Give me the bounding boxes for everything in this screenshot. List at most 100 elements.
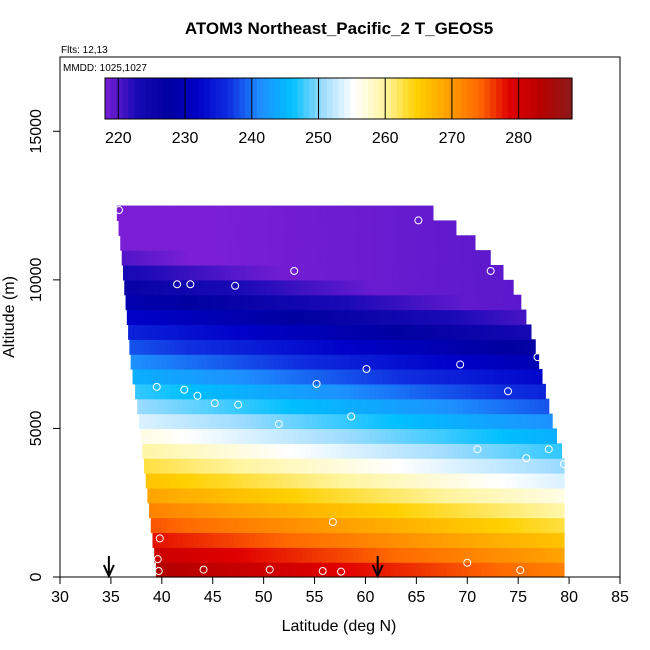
heatmap-cell (250, 220, 257, 236)
heatmap-cell (335, 205, 342, 222)
heatmap-cell (274, 309, 281, 326)
colorbar-swatch (408, 78, 415, 119)
heatmap-cell (293, 354, 300, 370)
heatmap-cell (505, 458, 512, 474)
heatmap-cell (374, 383, 381, 400)
heatmap-cell (413, 458, 420, 474)
heatmap-cell (368, 502, 374, 519)
heatmap-cell (176, 354, 183, 370)
heatmap-cell (205, 220, 211, 236)
heatmap-cell (408, 324, 414, 340)
heatmap-cell (446, 517, 452, 534)
heatmap-cell (196, 294, 203, 311)
heatmap-cell (419, 339, 426, 355)
colorbar-swatch (332, 78, 340, 119)
heatmap-cell (313, 428, 320, 444)
heatmap-cell (449, 458, 456, 474)
heatmap-cell (407, 369, 414, 385)
heatmap-cell (369, 235, 376, 251)
heatmap-cell (330, 398, 337, 415)
heatmap-cell (381, 532, 388, 548)
heatmap-cell (312, 279, 319, 296)
heatmap-cell (281, 413, 288, 430)
heatmap-cell (456, 562, 462, 578)
heatmap-cell (466, 383, 472, 400)
heatmap-cell (425, 294, 432, 311)
heatmap-cell (336, 369, 342, 385)
heatmap-cell (236, 279, 242, 296)
heatmap-cell (198, 205, 204, 222)
colorbar-swatch (140, 78, 147, 119)
heatmap-cell (208, 398, 215, 415)
heatmap-cell (263, 354, 269, 370)
heatmap-cell (284, 398, 291, 415)
heatmap-cell (285, 265, 292, 281)
heatmap-cell (308, 517, 315, 534)
heatmap-cell (166, 562, 172, 578)
heatmap-cell (128, 265, 134, 281)
heatmap-cell (513, 487, 520, 504)
heatmap-cell (542, 473, 549, 489)
heatmap-cell (438, 324, 445, 340)
heatmap-cell (331, 265, 338, 281)
heatmap-cell (419, 279, 426, 296)
heatmap-cell (288, 428, 294, 444)
colorbar-swatch (134, 78, 141, 119)
heatmap-cell (485, 547, 491, 563)
heatmap-cell (339, 562, 345, 578)
heatmap-cell (390, 517, 396, 534)
heatmap-cell (493, 487, 500, 504)
heatmap-cell (323, 562, 330, 578)
heatmap-cell (466, 473, 473, 489)
heatmap-cell (155, 517, 162, 534)
heatmap-cell (130, 354, 137, 370)
heatmap-cell (123, 265, 129, 281)
heatmap-cell (194, 265, 200, 281)
heatmap-cell (343, 383, 350, 400)
heatmap-cell (162, 532, 169, 548)
heatmap-cell (203, 487, 210, 504)
heatmap-cell (299, 250, 306, 266)
heatmap-cell (312, 413, 318, 430)
heatmap-cell (252, 294, 259, 311)
heatmap-cell (474, 458, 481, 474)
heatmap-cell (330, 532, 337, 548)
heatmap-cell (201, 294, 208, 311)
heatmap-cell (164, 220, 171, 236)
heatmap-cell (444, 458, 451, 474)
flights-note: Flts: 12,13 (61, 45, 108, 56)
heatmap-cell (252, 354, 259, 370)
heatmap-cell (121, 250, 128, 266)
heatmap-cell (196, 235, 203, 251)
colorbar-swatch (297, 78, 305, 119)
heatmap-cell (459, 413, 466, 430)
heatmap-cell (306, 547, 313, 563)
heatmap-cell (159, 220, 165, 236)
heatmap-cell (445, 383, 452, 400)
heatmap-cell (138, 324, 144, 340)
heatmap-cell (559, 532, 565, 548)
heatmap-cell (464, 413, 471, 430)
heatmap-cell (397, 324, 404, 340)
heatmap-cell (430, 473, 437, 489)
heatmap-cell (374, 428, 381, 444)
heatmap-cell (183, 205, 189, 222)
heatmap-cell (171, 294, 178, 311)
heatmap-cell (212, 294, 218, 311)
heatmap-cell (442, 532, 449, 548)
heatmap-cell (468, 487, 474, 504)
heatmap-cell (367, 265, 374, 281)
heatmap-cell (257, 517, 264, 534)
heatmap-cell (539, 398, 546, 415)
heatmap-cell (247, 473, 254, 489)
heatmap-cell (352, 265, 358, 281)
heatmap-cell (366, 532, 372, 548)
heatmap-cell (203, 443, 210, 459)
heatmap-cell (208, 443, 215, 459)
heatmap-cell (417, 398, 423, 415)
heatmap-cell (237, 473, 244, 489)
heatmap-cell (456, 517, 462, 534)
heatmap-cell (339, 473, 345, 489)
heatmap-cell (371, 369, 378, 385)
heatmap-cell (499, 324, 506, 340)
